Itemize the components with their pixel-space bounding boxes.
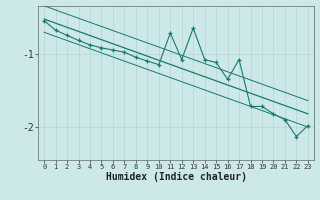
- X-axis label: Humidex (Indice chaleur): Humidex (Indice chaleur): [106, 172, 246, 182]
